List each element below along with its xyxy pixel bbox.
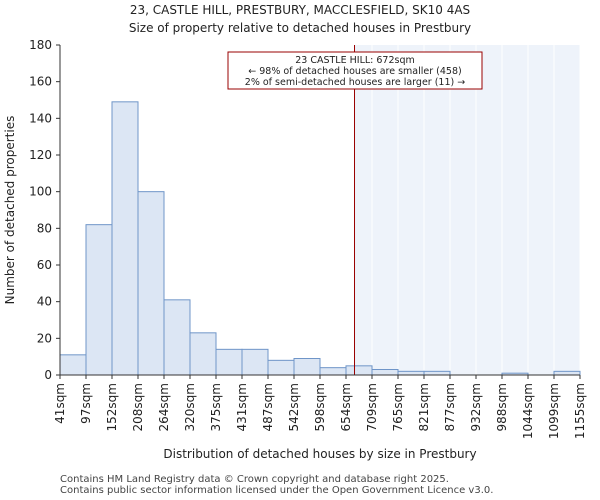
- x-tick-label: 487sqm: [261, 383, 275, 431]
- annotation-box: 23 CASTLE HILL: 672sqm ← 98% of detached…: [227, 51, 483, 90]
- x-tick-label: 654sqm: [339, 383, 353, 431]
- bar-41sqm: [59, 354, 87, 376]
- highlight-region: [354, 45, 580, 375]
- bar-821sqm: [423, 370, 451, 376]
- bar-375sqm: [215, 348, 243, 376]
- footer-line-2: Contains public sector information licen…: [60, 485, 494, 496]
- x-tick-label: 41sqm: [53, 383, 67, 424]
- x-tick-label: 709sqm: [365, 383, 379, 431]
- y-axis-label: Number of detached properties: [3, 116, 17, 305]
- bar-320sqm: [189, 332, 217, 376]
- x-tick-label: 1044sqm: [521, 383, 535, 439]
- y-tick-label: 140: [29, 111, 52, 125]
- y-tick-label: 100: [29, 185, 52, 199]
- bar-709sqm: [371, 369, 399, 376]
- bar-598sqm: [319, 367, 347, 376]
- chart-subtitle: Size of property relative to detached ho…: [128, 21, 472, 35]
- bar-487sqm: [267, 359, 295, 376]
- bar-542sqm: [293, 358, 321, 376]
- annotation-line-3: 2% of semi-detached houses are larger (1…: [245, 77, 465, 88]
- x-tick-label: 542sqm: [287, 383, 301, 431]
- chart-title: 23, CASTLE HILL, PRESTBURY, MACCLESFIELD…: [129, 3, 471, 17]
- x-tick-label: 208sqm: [131, 383, 145, 431]
- x-tick-label: 375sqm: [209, 383, 223, 431]
- y-tick-label: 60: [37, 258, 52, 272]
- x-tick-label: 877sqm: [443, 383, 457, 431]
- y-tick-label: 160: [29, 75, 52, 89]
- x-tick-label: 598sqm: [313, 383, 327, 431]
- x-tick-label: 1155sqm: [573, 383, 587, 439]
- x-tick-label: 431sqm: [235, 383, 249, 431]
- y-tick-label: 20: [37, 331, 52, 345]
- y-tick-label: 80: [37, 221, 52, 235]
- x-axis-label: Distribution of detached houses by size …: [163, 447, 476, 461]
- x-tick-label: 152sqm: [105, 383, 119, 431]
- x-tick-label: 821sqm: [417, 383, 431, 431]
- bar-208sqm: [137, 191, 165, 376]
- bar-654sqm: [345, 365, 373, 376]
- bar-431sqm: [241, 348, 269, 376]
- bar-765sqm: [397, 370, 425, 376]
- x-tick-label: 765sqm: [391, 383, 405, 431]
- bar-97sqm: [85, 224, 113, 376]
- x-tick-label: 988sqm: [495, 383, 509, 431]
- y-tick-label: 120: [29, 148, 52, 162]
- bar-152sqm: [111, 101, 139, 376]
- y-tick-label: 40: [37, 295, 52, 309]
- x-tick-label: 320sqm: [183, 383, 197, 431]
- x-tick-label: 97sqm: [79, 383, 93, 424]
- x-tick-label: 1099sqm: [547, 383, 561, 439]
- y-tick-label: 0: [44, 368, 52, 382]
- annotation-line-1: 23 CASTLE HILL: 672sqm: [295, 55, 415, 66]
- x-tick-label: 932sqm: [469, 383, 483, 431]
- annotation-line-2: ← 98% of detached houses are smaller (45…: [248, 66, 461, 77]
- y-tick-label: 180: [29, 38, 52, 52]
- bar-264sqm: [163, 299, 191, 376]
- footer-line-1: Contains HM Land Registry data © Crown c…: [60, 474, 449, 485]
- x-tick-label: 264sqm: [157, 383, 171, 431]
- bar-1099sqm: [553, 370, 581, 376]
